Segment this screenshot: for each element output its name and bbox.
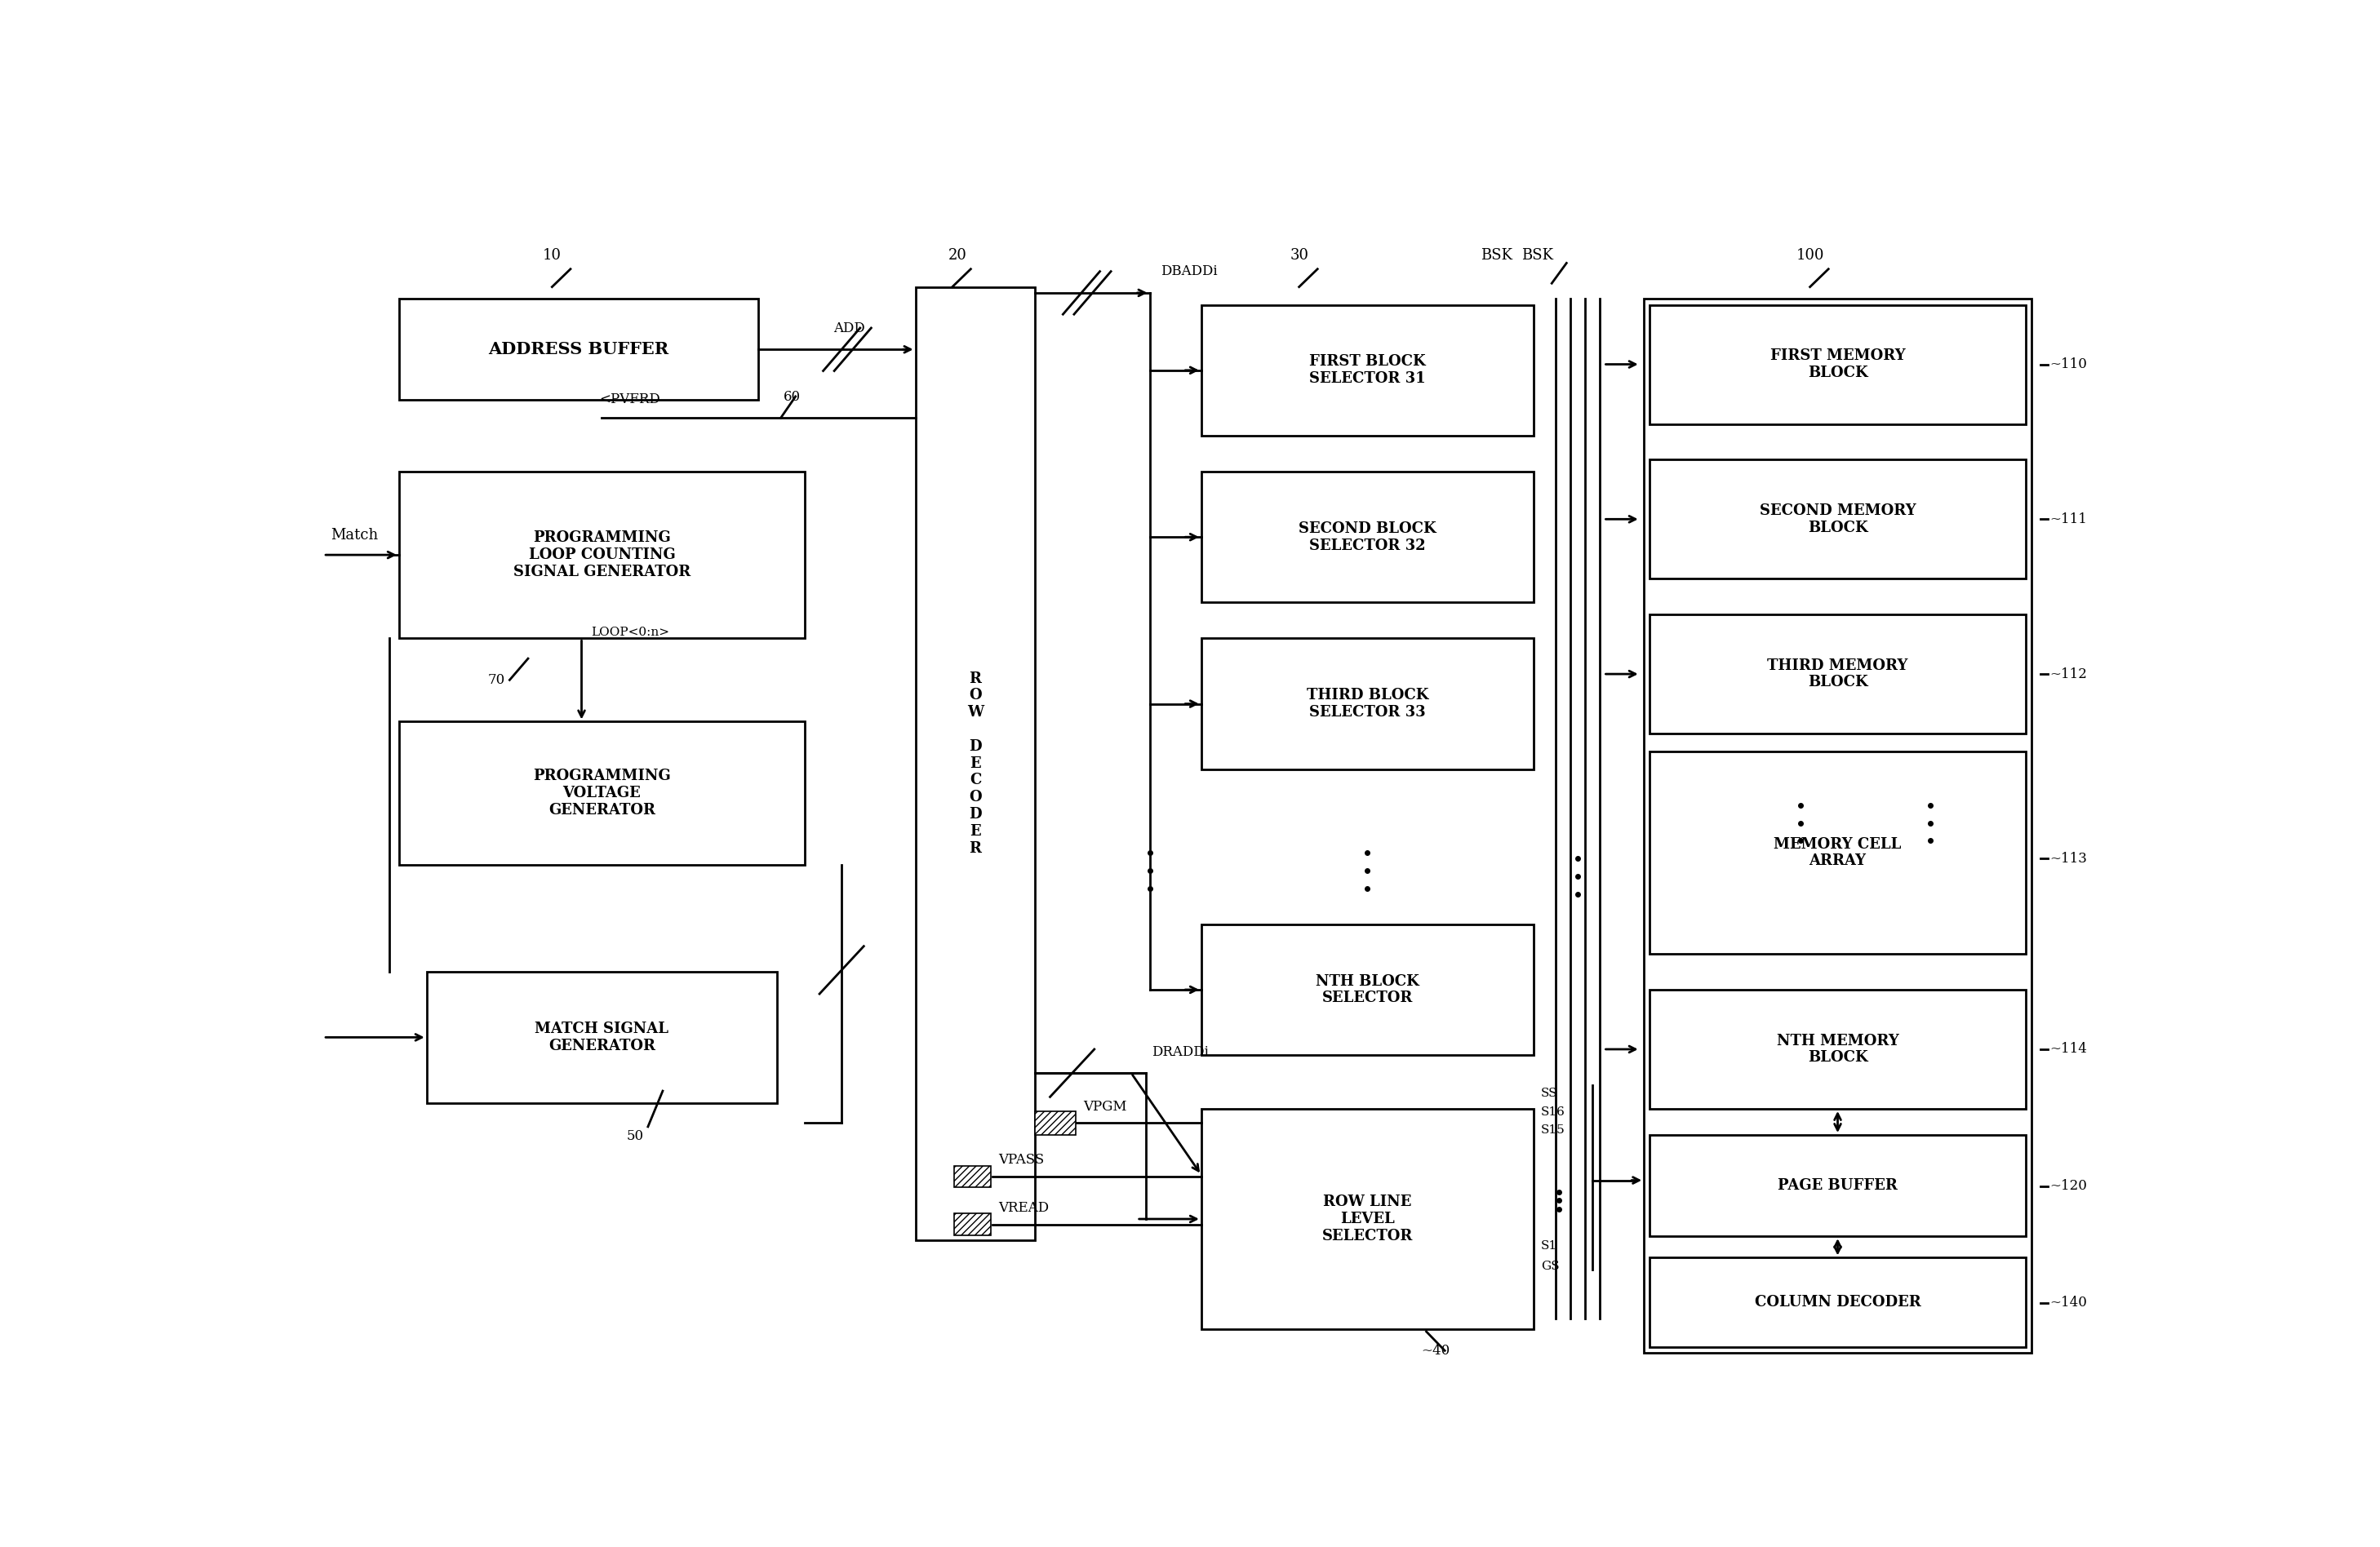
Text: NTH BLOCK
SELECTOR: NTH BLOCK SELECTOR <box>1316 975 1418 1006</box>
Text: NTH MEMORY
BLOCK: NTH MEMORY BLOCK <box>1775 1033 1899 1064</box>
Text: FIRST MEMORY
BLOCK: FIRST MEMORY BLOCK <box>1771 348 1906 381</box>
Text: 10: 10 <box>543 249 562 263</box>
Text: ~114: ~114 <box>2049 1043 2087 1057</box>
Bar <box>1202 1109 1533 1329</box>
Bar <box>1649 1258 2025 1347</box>
Text: ~113: ~113 <box>2049 852 2087 866</box>
Bar <box>1035 1111 1076 1135</box>
Text: MATCH SIGNAL
GENERATOR: MATCH SIGNAL GENERATOR <box>536 1021 669 1054</box>
Text: BSK: BSK <box>1480 249 1511 263</box>
Text: SECOND MEMORY
BLOCK: SECOND MEMORY BLOCK <box>1759 503 1916 535</box>
Bar <box>1649 459 2025 579</box>
Bar <box>400 721 804 865</box>
Bar <box>1649 614 2025 733</box>
Text: 70: 70 <box>488 673 505 687</box>
Bar <box>1649 305 2025 424</box>
Text: ROW LINE
LEVEL
SELECTOR: ROW LINE LEVEL SELECTOR <box>1321 1194 1414 1244</box>
Text: <PVFRD: <PVFRD <box>600 391 659 405</box>
Bar <box>954 1166 990 1188</box>
Text: ~110: ~110 <box>2049 357 2087 371</box>
Bar <box>1649 990 2025 1109</box>
Text: FIRST BLOCK
SELECTOR 31: FIRST BLOCK SELECTOR 31 <box>1309 354 1426 387</box>
Text: PROGRAMMING
VOLTAGE
GENERATOR: PROGRAMMING VOLTAGE GENERATOR <box>533 769 671 817</box>
Text: PROGRAMMING
LOOP COUNTING
SIGNAL GENERATOR: PROGRAMMING LOOP COUNTING SIGNAL GENERAT… <box>514 531 690 579</box>
Text: SS: SS <box>1540 1088 1557 1098</box>
Text: DBADDi: DBADDi <box>1161 265 1219 278</box>
Text: ~111: ~111 <box>2049 512 2087 526</box>
Text: VREAD: VREAD <box>1000 1200 1050 1214</box>
Text: BSK: BSK <box>1521 249 1552 263</box>
Text: ~40: ~40 <box>1421 1344 1449 1358</box>
Text: R
O
W
 
D
E
C
O
D
E
R: R O W D E C O D E R <box>966 671 983 855</box>
Text: DRADDi: DRADDi <box>1152 1044 1209 1058</box>
Text: ADDRESS BUFFER: ADDRESS BUFFER <box>488 342 669 357</box>
Bar <box>1202 305 1533 436</box>
Text: 60: 60 <box>783 390 800 404</box>
Text: S16: S16 <box>1540 1106 1566 1118</box>
Text: VPGM: VPGM <box>1083 1100 1126 1114</box>
Text: COLUMN DECODER: COLUMN DECODER <box>1754 1295 1921 1310</box>
Text: ~112: ~112 <box>2049 667 2087 681</box>
Text: 100: 100 <box>1797 249 1823 263</box>
Bar <box>1202 472 1533 603</box>
Bar <box>954 1214 990 1235</box>
Bar <box>400 472 804 639</box>
Text: THIRD MEMORY
BLOCK: THIRD MEMORY BLOCK <box>1768 657 1909 690</box>
Text: S15: S15 <box>1540 1125 1566 1135</box>
Bar <box>1202 639 1533 769</box>
Text: 30: 30 <box>1290 249 1309 263</box>
Text: SECOND BLOCK
SELECTOR 32: SECOND BLOCK SELECTOR 32 <box>1299 521 1435 552</box>
Bar <box>400 299 759 401</box>
Bar <box>426 972 776 1103</box>
Text: MEMORY CELL
ARRAY: MEMORY CELL ARRAY <box>1773 837 1902 868</box>
Bar <box>1202 924 1533 1055</box>
Bar <box>1645 299 2030 1354</box>
Text: ~140: ~140 <box>2049 1296 2087 1310</box>
Text: THIRD BLOCK
SELECTOR 33: THIRD BLOCK SELECTOR 33 <box>1307 688 1428 719</box>
Text: 20: 20 <box>950 249 966 263</box>
Text: S1: S1 <box>1540 1241 1557 1252</box>
Text: ADD: ADD <box>833 322 864 336</box>
Text: 50: 50 <box>626 1129 643 1143</box>
Text: ~120: ~120 <box>2049 1179 2087 1193</box>
Text: GS: GS <box>1540 1261 1559 1272</box>
Bar <box>1649 1135 2025 1236</box>
Bar <box>1649 752 2025 954</box>
Text: VPASS: VPASS <box>1000 1154 1045 1166</box>
Text: PAGE BUFFER: PAGE BUFFER <box>1778 1179 1897 1193</box>
Text: Match: Match <box>331 529 378 543</box>
Bar <box>916 286 1035 1239</box>
Text: LOOP<0:n>: LOOP<0:n> <box>590 627 669 639</box>
